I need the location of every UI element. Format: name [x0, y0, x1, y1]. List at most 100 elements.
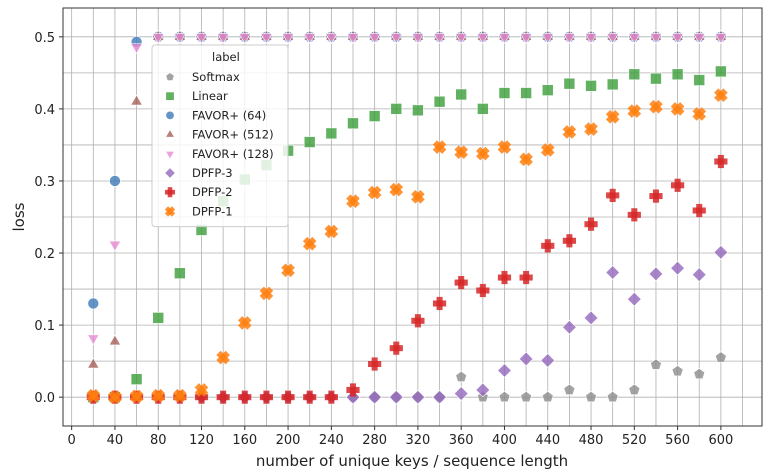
- data-point: [87, 297, 100, 310]
- data-point: [671, 365, 684, 377]
- data-point: [541, 239, 555, 253]
- data-point: [433, 33, 446, 45]
- data-point: [411, 190, 425, 204]
- data-point: [454, 33, 468, 45]
- data-point: [454, 145, 468, 159]
- data-marks: [85, 29, 729, 405]
- x-tick-label: 280: [362, 433, 387, 448]
- data-point: [670, 102, 685, 116]
- data-point: [346, 33, 360, 45]
- series-favor-128: [87, 33, 728, 346]
- data-point: [302, 236, 317, 251]
- data-point: [671, 178, 685, 192]
- data-point: [648, 266, 664, 282]
- data-point: [671, 33, 684, 45]
- data-point: [519, 33, 533, 45]
- data-point: [152, 312, 165, 324]
- x-tick-label: 120: [189, 433, 214, 448]
- data-point: [324, 390, 338, 404]
- data-point: [454, 275, 468, 290]
- data-point: [259, 390, 274, 404]
- data-point: [151, 33, 165, 45]
- legend: label Softmax Linear FAVOR+ (64) FAVOR+ (512…: [151, 44, 289, 228]
- data-point: [388, 389, 404, 405]
- data-point: [606, 391, 619, 403]
- legend-marker: [164, 187, 176, 198]
- data-point: [303, 136, 316, 148]
- y-tick-label: 0.4: [34, 103, 55, 118]
- data-point: [606, 188, 620, 202]
- legend-entry-label: Softmax: [192, 70, 240, 84]
- legend-entry-label: FAVOR+ (64): [192, 108, 266, 122]
- legend-marker: [165, 128, 175, 138]
- data-point: [714, 154, 728, 169]
- data-point: [715, 351, 727, 363]
- data-point: [498, 391, 511, 403]
- series-dpfp-1: [86, 88, 728, 404]
- data-point: [585, 80, 597, 92]
- legend-entry-label: Linear: [192, 89, 228, 103]
- x-tick-label: 400: [492, 433, 517, 448]
- data-point: [628, 33, 641, 45]
- legend-box: [151, 44, 289, 228]
- data-point: [649, 99, 663, 114]
- data-point: [627, 291, 642, 307]
- data-point: [606, 33, 619, 45]
- data-point: [605, 110, 620, 124]
- x-tick-label: 240: [319, 433, 344, 448]
- data-point: [237, 316, 252, 330]
- y-tick-label: 0.3: [34, 175, 55, 190]
- data-point: [628, 68, 641, 81]
- legend-entry-label: FAVOR+ (128): [192, 147, 274, 161]
- data-point: [130, 94, 143, 106]
- data-point: [692, 107, 707, 121]
- x-tick-label: 520: [622, 433, 647, 448]
- data-point: [693, 33, 706, 45]
- x-axis-label: number of unique keys / sequence length: [256, 452, 568, 470]
- data-point: [562, 234, 576, 248]
- x-tick-label: 560: [665, 433, 690, 448]
- x-tick-label: 320: [405, 433, 430, 448]
- x-tick-label: 440: [535, 433, 560, 448]
- data-point: [130, 373, 143, 385]
- x-tick-label: 200: [276, 433, 301, 448]
- data-point: [368, 357, 382, 371]
- data-point: [109, 175, 121, 187]
- data-point: [519, 270, 533, 285]
- y-tick-label: 0.1: [34, 319, 55, 334]
- data-point: [692, 203, 706, 218]
- data-point: [86, 388, 101, 403]
- data-point: [693, 367, 706, 380]
- data-point: [173, 388, 187, 403]
- data-point: [108, 334, 122, 346]
- data-point: [174, 267, 186, 280]
- data-point: [541, 33, 554, 45]
- data-point: [389, 341, 403, 355]
- data-point: [563, 77, 576, 90]
- legend-marker: [165, 110, 175, 120]
- data-point: [281, 33, 295, 45]
- data-point: [584, 217, 598, 231]
- data-point: [583, 310, 599, 326]
- data-point: [238, 390, 252, 404]
- data-point: [194, 383, 209, 397]
- y-axis-label: loss: [10, 202, 28, 231]
- data-point: [498, 87, 511, 99]
- data-point: [411, 314, 425, 328]
- data-point: [541, 84, 554, 96]
- data-point: [713, 245, 729, 260]
- data-point: [606, 78, 619, 91]
- data-point: [477, 103, 489, 115]
- data-point: [389, 182, 404, 197]
- legend-title: label: [212, 50, 240, 64]
- data-point: [432, 296, 447, 311]
- data-point: [715, 65, 727, 78]
- data-point: [520, 87, 532, 99]
- data-point: [390, 103, 403, 115]
- data-point: [497, 363, 512, 378]
- x-tick-label: 40: [107, 433, 124, 448]
- data-point: [585, 391, 597, 403]
- data-point: [540, 353, 556, 368]
- y-tick-label: 0.0: [34, 391, 55, 406]
